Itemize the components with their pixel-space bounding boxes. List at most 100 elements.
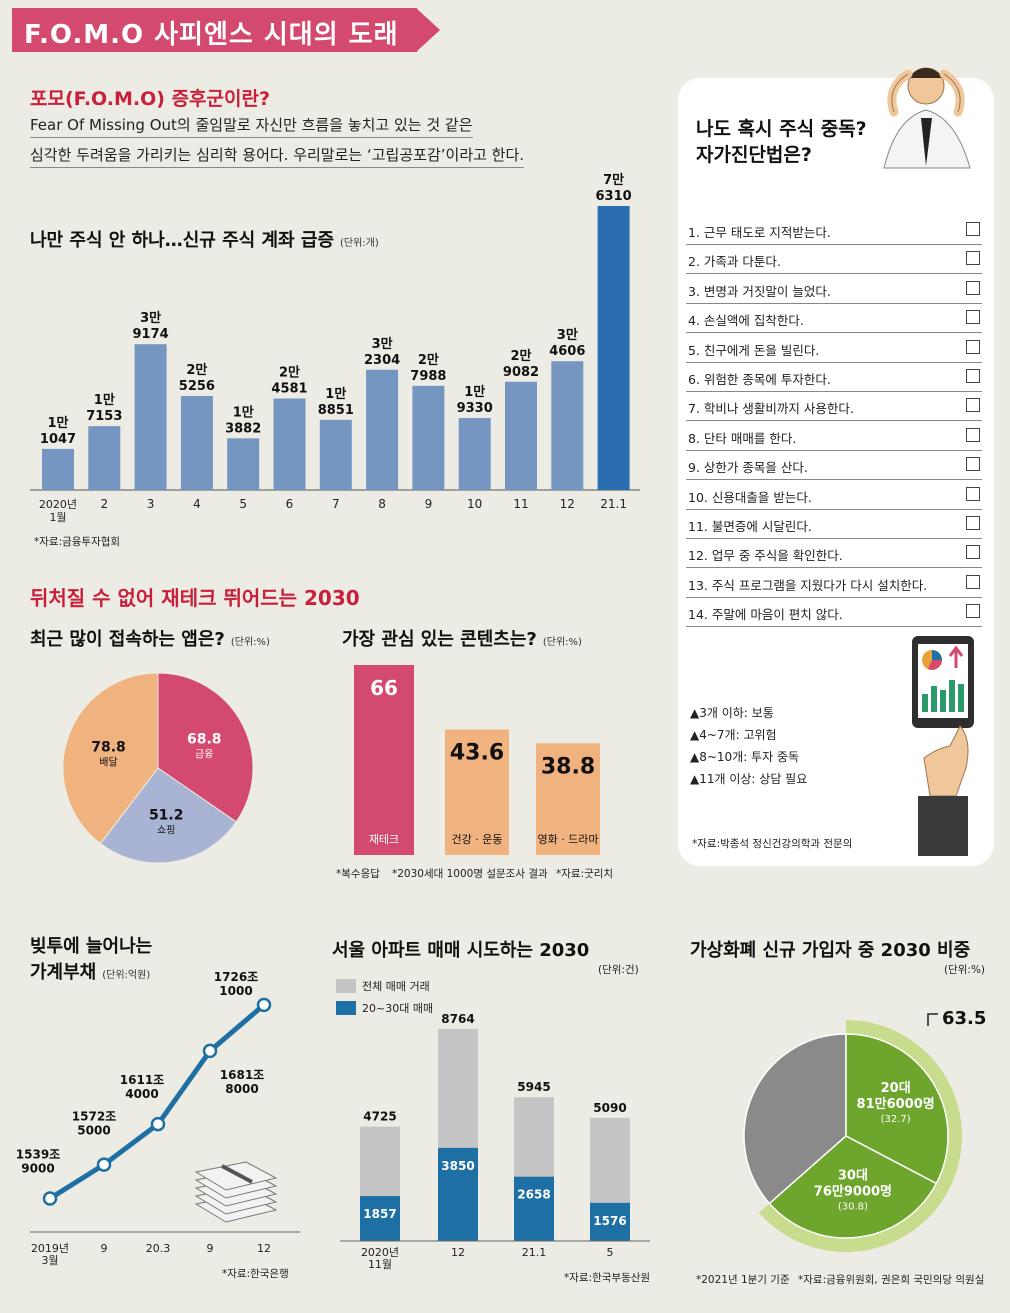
accounts-bar [319,419,352,490]
apt-young-value: 2658 [517,1188,550,1202]
checklist-item: 11. 불면증에 시달린다. [686,510,982,539]
accounts-bar [42,448,74,490]
accounts-x-tick: 12 [560,497,575,511]
checkbox[interactable] [966,604,980,619]
crypto-total-bracket [927,1013,938,1026]
accounts-x-tick: 2020년 [39,498,77,511]
checkbox[interactable] [966,427,980,442]
legend-item-high-risk: ▲4~7개: 고위험 [690,728,777,742]
apartment-chart-title: 서울 아파트 매매 시도하는 2030 [332,940,590,961]
contents-bar-label: 재테크 [369,833,399,846]
legend-item-normal: ▲3개 이하: 보통 [690,706,774,720]
checklist-item: 3. 변명과 거짓말이 늘었다. [686,275,982,304]
accounts-bar-label-top: 3만 [372,336,393,352]
apps-pie-slice [157,672,254,823]
contents-bar-value: 66 [370,676,398,700]
accounts-bar-label-top: 2만 [186,362,207,378]
checklist-item-label: 10. 신용대출을 받는다. [688,489,812,505]
checkbox[interactable] [966,398,980,413]
accounts-bar [412,385,445,490]
stressed-man-illustration [883,67,971,169]
accounts-bar-label-bottom: 3882 [225,421,261,436]
contents-bar-value: 38.8 [541,754,595,779]
accounts-bar-label-bottom: 8851 [318,403,354,418]
debt-point [256,997,272,1013]
accounts-bar-label-bottom: 9174 [133,327,169,342]
checkbox[interactable] [966,574,980,589]
checklist-item-label: 8. 단타 매매를 한다. [688,430,797,446]
accounts-x-tick: 4 [193,497,201,511]
self-check-source: *자료:박종석 정신건강의학과 전문의 [692,838,853,850]
debt-point-label-top: 1539조 [16,1148,60,1162]
checkbox[interactable] [966,280,980,295]
accounts-bar [227,438,260,490]
apps-pie-label: 쇼핑 [157,825,175,837]
accounts-bar-label-top: 3만 [140,310,161,326]
self-check-title-line-1: 나도 혹시 주식 중독? [696,118,867,140]
self-check-title-line-2: 자가진단법은? [696,144,812,166]
checkbox[interactable] [966,486,980,501]
checklist-item-label: 1. 근무 태도로 지적받는다. [688,225,831,240]
accounts-x-tick-sub: 1월 [49,511,66,524]
debt-chart-unit: (단위:억원) [102,970,151,981]
apps-pie-label: 배달 [99,756,117,768]
accounts-bar-label-top: 1만 [94,392,115,408]
checkbox[interactable] [966,369,980,383]
accounts-bar-label-top: 2만 [510,348,531,364]
apps-pie-slice [99,767,237,864]
crypto-slice-label-pct: (30.8) [838,1202,868,1213]
contents-chart-title: 가장 관심 있는 콘텐츠는? (단위:%) [342,629,582,650]
checklist-item-label: 14. 주말에 마음이 편치 않다. [688,607,843,623]
tablet-hand-illustration [912,636,974,856]
checkbox[interactable] [966,339,980,354]
crypto-slice-label-count: 81만6000명 [857,1096,935,1112]
accounts-bar-label-bottom: 9330 [457,401,493,416]
debt-point-label-bottom: 8000 [225,1082,258,1096]
debt-point [42,1191,58,1206]
checkbox[interactable] [966,222,980,236]
checklist-item-label: 11. 불면증에 시달린다. [688,519,812,534]
debt-x-tick-sub: 3월 [41,1254,58,1267]
checklist-item: 9. 상한가 종목을 산다. [686,451,982,481]
accounts-bar-label-top: 2만 [418,352,439,368]
checkbox[interactable] [966,251,980,266]
apt-young-value: 1857 [363,1207,396,1221]
accounts-bar-label-bottom: 6310 [596,189,632,204]
debt-point [202,1043,218,1059]
legend-item-counseling: ▲11개 이상: 상담 필요 [690,772,808,786]
apt-young-value: 3850 [441,1159,474,1173]
apartment-chart-unit: (단위:건) [598,964,639,976]
accounts-bar-chart: 1만10472020년1월1만715323만917432만525641만3882… [30,172,640,524]
checklist-item-label: 7. 학비나 생활비까지 사용한다. [688,401,854,417]
checkbox[interactable] [966,310,980,325]
contents-bar-label: 영화 · 드라마 [537,833,598,846]
apps-pie-chart: 68.8금융 51.2쇼핑 78.8배달 [62,672,254,864]
checkbox[interactable] [966,457,980,472]
checklist-item-label: 12. 업무 중 주식을 확인한다. [688,548,843,564]
apps-chart-unit: (단위:%) [230,637,270,648]
checklist-item-label: 4. 손실액에 집착한다. [688,313,804,329]
apt-total-value: 8764 [441,1012,474,1026]
crypto-chart-unit: (단위:%) [944,964,986,976]
apt-bar-young [360,1196,400,1241]
checkbox[interactable] [966,516,980,530]
debt-point [150,1116,166,1132]
debt-x-tick: 2019년 [31,1242,69,1255]
fomo-definition-line-2: 심각한 두려움을 가리키는 심리학 용어다. 우리말로는 ‘고립공포감’이라고 … [30,144,525,168]
accounts-x-tick: 21.1 [600,497,627,511]
checklist-item-label: 6. 위험한 종목에 투자한다. [688,372,831,387]
checklist-item-label: 9. 상한가 종목을 산다. [688,460,808,476]
apt-bar-young [514,1176,554,1241]
accounts-bar [366,369,399,490]
apps-pie-label: 금융 [195,749,213,761]
contents-bar [445,729,509,855]
apt-legend-young-swatch [336,1001,356,1015]
contents-chart-unit: (단위:%) [542,637,582,648]
apt-legend-total-label: 전체 매매 거래 [362,980,430,993]
accounts-chart-title: 나만 주식 안 하나…신규 주식 계좌 급증 (단위:개) [30,230,379,251]
apt-young-value: 1576 [593,1214,626,1228]
accounts-bar-label-top: 7만 [603,172,624,188]
checkbox[interactable] [966,545,980,560]
